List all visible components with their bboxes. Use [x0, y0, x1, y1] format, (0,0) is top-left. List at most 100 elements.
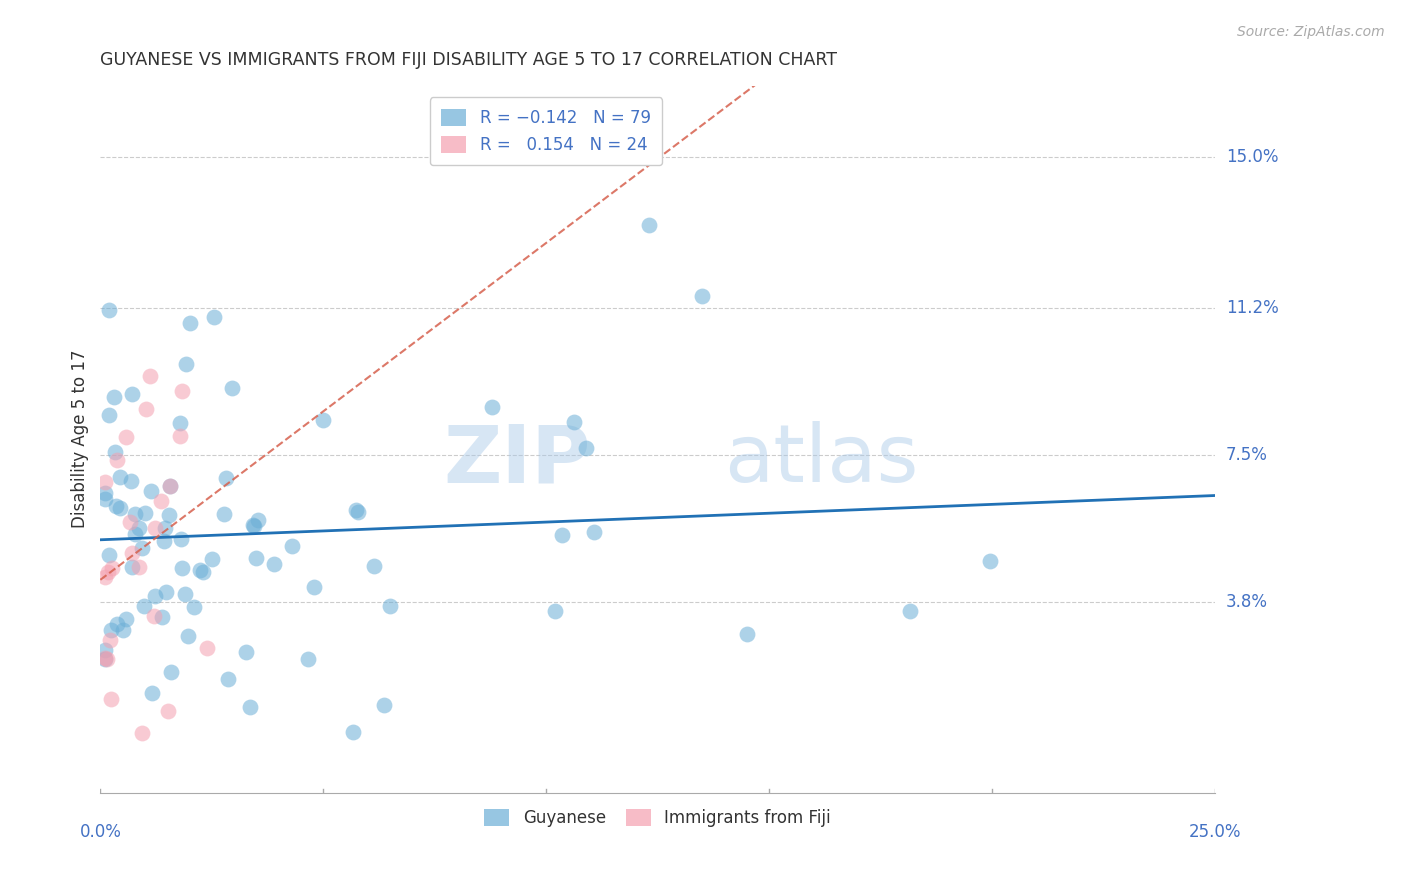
Point [115, 612, 138, 626]
Point [98, 409, 121, 423]
Point [157, 508, 180, 522]
Point [378, 599, 401, 613]
Point [131, 541, 153, 555]
Point [155, 584, 177, 599]
Point [132, 599, 155, 613]
Point [242, 518, 264, 533]
Point [97, 548, 120, 562]
Point [170, 532, 193, 546]
Point [131, 726, 153, 740]
Point [312, 413, 335, 427]
Point [141, 686, 163, 700]
Point [98, 633, 121, 648]
Point [212, 507, 235, 521]
Text: 7.5%: 7.5% [1226, 446, 1268, 464]
Point [142, 608, 165, 623]
Point [735, 627, 758, 641]
Point [121, 387, 143, 401]
Point [104, 444, 127, 458]
Point [94, 652, 117, 666]
Point [177, 629, 200, 643]
Point [149, 493, 172, 508]
Point [143, 520, 166, 534]
Point [239, 699, 262, 714]
Point [373, 698, 395, 713]
Point [302, 580, 325, 594]
Point [143, 589, 166, 603]
Point [263, 557, 285, 571]
Point [159, 478, 181, 492]
Point [169, 416, 191, 430]
Point [108, 500, 131, 515]
Point [342, 724, 364, 739]
Point [346, 505, 368, 519]
Point [246, 513, 269, 527]
Point [94, 475, 117, 489]
Text: 0.0%: 0.0% [79, 823, 121, 841]
Point [115, 430, 138, 444]
Point [214, 471, 236, 485]
Text: 25.0%: 25.0% [1188, 823, 1241, 841]
Point [195, 640, 218, 655]
Point [150, 610, 173, 624]
Point [100, 691, 122, 706]
Point [94, 492, 117, 507]
Point [202, 310, 225, 324]
Point [562, 415, 585, 429]
Point [120, 474, 142, 488]
Point [112, 623, 135, 637]
Point [100, 624, 122, 638]
Point [979, 553, 1001, 567]
Text: 3.8%: 3.8% [1226, 593, 1268, 611]
Point [179, 317, 201, 331]
Point [139, 483, 162, 498]
Point [582, 524, 605, 539]
Y-axis label: Disability Age 5 to 17: Disability Age 5 to 17 [72, 350, 89, 528]
Point [97, 303, 120, 318]
Point [105, 499, 128, 513]
Text: Source: ZipAtlas.com: Source: ZipAtlas.com [1237, 25, 1385, 39]
Text: 11.2%: 11.2% [1226, 299, 1278, 317]
Point [121, 546, 143, 560]
Point [97, 565, 120, 579]
Point [128, 521, 150, 535]
Point [94, 486, 117, 500]
Point [898, 604, 921, 618]
Point [193, 565, 215, 579]
Point [170, 384, 193, 398]
Text: ZIP: ZIP [443, 421, 591, 500]
Text: GUYANESE VS IMMIGRANTS FROM FIJI DISABILITY AGE 5 TO 17 CORRELATION CHART: GUYANESE VS IMMIGRANTS FROM FIJI DISABIL… [100, 51, 838, 69]
Point [134, 507, 156, 521]
Point [481, 400, 503, 414]
Legend: Guyanese, Immigrants from Fiji: Guyanese, Immigrants from Fiji [478, 803, 838, 834]
Point [124, 507, 146, 521]
Point [128, 560, 150, 574]
Point [157, 704, 180, 718]
Point [94, 570, 117, 584]
Point [174, 357, 197, 371]
Point [173, 587, 195, 601]
Point [217, 672, 239, 686]
Point [363, 559, 385, 574]
Point [108, 470, 131, 484]
Point [139, 368, 162, 383]
Point [183, 599, 205, 614]
Point [135, 401, 157, 416]
Point [94, 650, 117, 665]
Point [575, 441, 598, 455]
Point [169, 429, 191, 443]
Point [297, 651, 319, 665]
Point [242, 519, 264, 533]
Point [124, 526, 146, 541]
Point [94, 642, 117, 657]
Point [160, 665, 183, 680]
Text: 15.0%: 15.0% [1226, 148, 1278, 166]
Text: atlas: atlas [724, 421, 918, 500]
Point [103, 390, 125, 404]
Point [118, 515, 141, 529]
Point [235, 645, 257, 659]
Point [188, 563, 211, 577]
Point [201, 552, 224, 566]
Point [281, 539, 304, 553]
Point [159, 479, 181, 493]
